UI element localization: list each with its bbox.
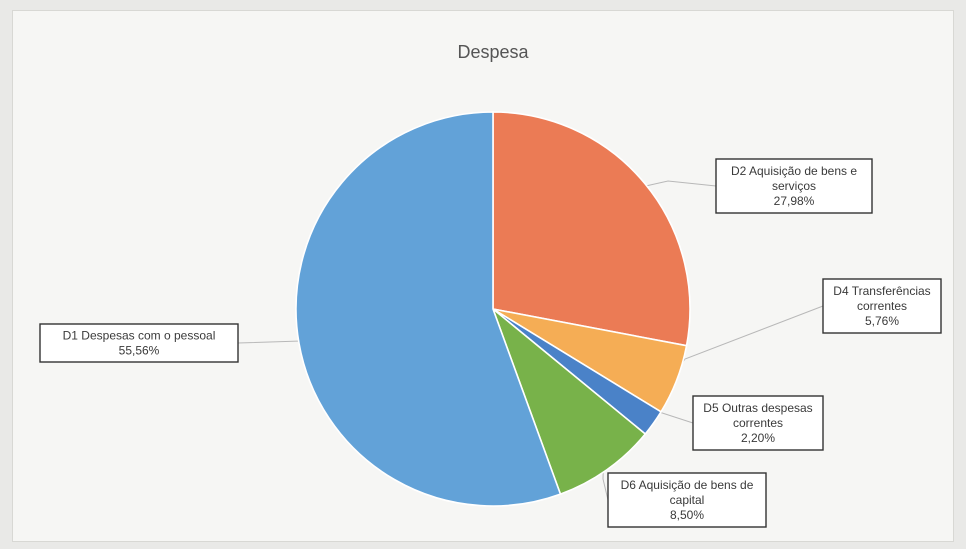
data-label-box: [607, 472, 767, 528]
data-label-line: D4 Transferências: [833, 284, 930, 298]
data-label-line: D1 Despesas com o pessoal: [63, 329, 216, 343]
leader-line-d2: [639, 180, 717, 188]
data-label-line: D6 Aquisição de bens de: [621, 478, 754, 492]
data-label-line: 55,56%: [119, 344, 160, 358]
data-label-line: D2 Aquisição de bens e: [731, 164, 857, 178]
pie-slice-d6: [491, 306, 647, 496]
data-label-line: 27,98%: [774, 194, 815, 208]
data-label-line: serviços: [772, 179, 816, 193]
chart-area: Despesa D2 Aquisição de bens e serviços 27…: [12, 10, 954, 542]
pie-slice-d2: [492, 111, 691, 347]
leader-line-d1: [237, 340, 306, 344]
chart-title: Despesa: [457, 42, 529, 62]
data-label-line: correntes: [857, 299, 907, 313]
data-label-box: [715, 158, 873, 214]
data-label-line: D5 Outras despesas: [703, 401, 812, 415]
data-label-line: correntes: [733, 416, 783, 430]
data-label-line: 5,76%: [865, 314, 899, 328]
data-label-box: [822, 278, 942, 334]
data-label-line: 8,50%: [670, 508, 704, 522]
leader-line-d4: [670, 305, 824, 378]
pie-slices: [295, 111, 691, 507]
data-label-line: capital: [670, 493, 705, 507]
data-label-box: [39, 323, 239, 363]
pie-slice-d1: [295, 111, 562, 507]
data-label-box: [692, 395, 824, 451]
pie-chart: Despesa D2 Aquisição de bens eserviços27…: [39, 42, 942, 528]
data-label-line: 2,20%: [741, 431, 775, 445]
